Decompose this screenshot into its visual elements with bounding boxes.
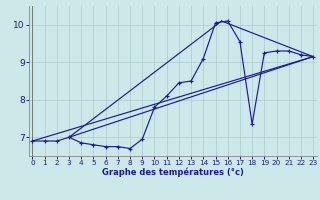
X-axis label: Graphe des températures (°c): Graphe des températures (°c) <box>102 168 244 177</box>
